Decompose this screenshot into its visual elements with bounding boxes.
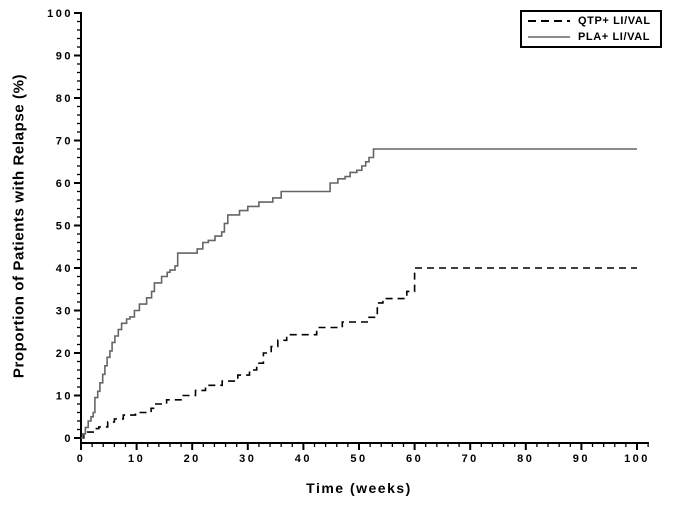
svg-text:0: 0 [77,453,86,465]
svg-text:10: 10 [56,391,73,403]
x-axis: 0 10 20 30 40 50 60 70 80 90 100 [77,443,650,465]
legend-item-qtp: QTP+ LI/VAL [527,14,655,29]
axes [80,12,649,444]
svg-text:20: 20 [56,348,73,360]
svg-text:90: 90 [573,453,590,465]
x-axis-title: Time (weeks) [306,480,412,496]
series-pla-li-val [81,148,637,439]
legend-label-pla: PLA+ LI/VAL [578,30,651,43]
svg-text:40: 40 [295,453,312,465]
svg-text:80: 80 [56,93,73,105]
svg-text:50: 50 [56,221,73,233]
svg-text:0: 0 [64,433,73,445]
svg-text:70: 70 [462,453,479,465]
svg-text:100: 100 [47,8,73,20]
solid-line-sample-icon [528,36,570,38]
svg-text:30: 30 [56,306,73,318]
y-axis: 0 10 20 30 40 50 60 70 80 90 100 [47,8,81,445]
svg-text:10: 10 [128,453,145,465]
svg-text:60: 60 [56,178,73,190]
svg-text:20: 20 [184,453,201,465]
svg-text:90: 90 [56,51,73,63]
dashed-line-sample-icon [528,20,570,23]
series-qtp-li-val [81,267,637,439]
svg-text:70: 70 [56,136,73,148]
svg-text:80: 80 [517,453,534,465]
svg-text:40: 40 [56,263,73,275]
legend: QTP+ LI/VAL PLA+ LI/VAL [520,10,662,48]
svg-text:30: 30 [239,453,256,465]
legend-item-pla: PLA+ LI/VAL [527,30,655,45]
svg-text:100: 100 [624,453,650,465]
svg-text:60: 60 [406,453,423,465]
legend-label-qtp: QTP+ LI/VAL [578,15,651,28]
svg-text:50: 50 [350,453,367,465]
